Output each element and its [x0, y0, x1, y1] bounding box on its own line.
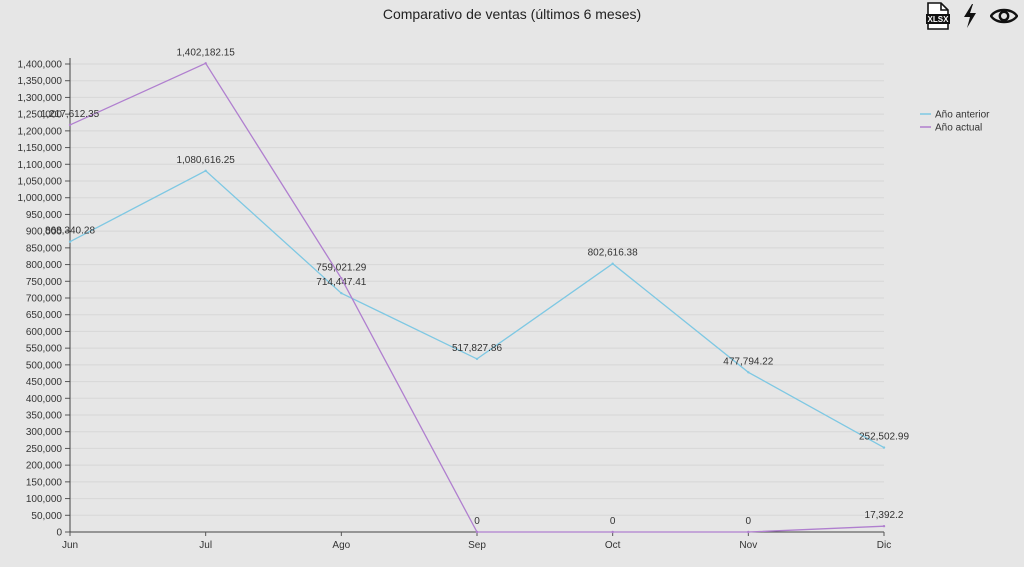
- data-label: 0: [746, 516, 752, 527]
- y-tick-label: 250,000: [26, 444, 63, 455]
- data-label: 477,794.22: [723, 356, 773, 367]
- y-tick-label: 1,350,000: [18, 76, 63, 87]
- data-point: [204, 169, 207, 172]
- y-tick-label: 150,000: [26, 477, 63, 488]
- x-tick-label: Nov: [739, 540, 757, 551]
- y-tick-label: 550,000: [26, 344, 63, 355]
- data-point: [882, 446, 886, 449]
- view-button[interactable]: [990, 6, 1018, 26]
- x-tick-label: Jun: [62, 540, 78, 551]
- y-tick-label: 1,200,000: [18, 126, 63, 137]
- data-point: [611, 262, 614, 265]
- y-tick-label: 1,050,000: [18, 177, 63, 188]
- y-tick-label: 1,000,000: [18, 193, 63, 204]
- y-tick-label: 650,000: [26, 310, 63, 321]
- y-tick-label: 100,000: [26, 494, 63, 505]
- y-tick-label: 500,000: [26, 360, 63, 371]
- y-tick-label: 1,150,000: [18, 143, 63, 154]
- data-point: [340, 277, 343, 280]
- y-tick-label: 0: [56, 528, 62, 539]
- x-tick-label: Jul: [199, 540, 212, 551]
- eye-icon: [990, 8, 1018, 24]
- x-tick-label: Sep: [468, 540, 486, 551]
- data-label: 0: [610, 516, 616, 527]
- y-tick-label: 50,000: [31, 511, 62, 522]
- y-tick-label: 300,000: [26, 427, 63, 438]
- y-tick-label: 350,000: [26, 411, 63, 422]
- xlsx-file-icon: XLSX: [926, 2, 950, 30]
- xlsx-export-button[interactable]: XLSX: [926, 2, 950, 30]
- data-point: [882, 524, 886, 528]
- chart-title: Comparativo de ventas (últimos 6 meses): [382, 6, 642, 22]
- data-point: [747, 530, 750, 534]
- y-tick-label: 200,000: [26, 461, 63, 472]
- x-tick-label: Dic: [877, 540, 891, 551]
- data-label: 759,021.29: [316, 262, 366, 273]
- quick-action-button[interactable]: [962, 3, 978, 29]
- y-tick-label: 700,000: [26, 294, 63, 305]
- data-point: [68, 240, 72, 243]
- y-tick-label: 800,000: [26, 260, 63, 271]
- y-tick-label: 1,300,000: [18, 93, 63, 104]
- y-tick-label: 1,400,000: [18, 60, 63, 71]
- y-tick-label: 450,000: [26, 377, 63, 388]
- x-tick-label: Oct: [605, 540, 621, 551]
- data-label: 17,392.2: [865, 510, 904, 521]
- data-label: 714,447.41: [316, 277, 366, 288]
- data-label: 0: [474, 516, 480, 527]
- y-tick-label: 950,000: [26, 210, 63, 221]
- y-tick-label: 400,000: [26, 394, 63, 405]
- y-tick-label: 1,100,000: [18, 160, 63, 171]
- data-point: [611, 530, 614, 534]
- chart-toolbar: XLSX: [926, 2, 1018, 30]
- data-label: 517,827.86: [452, 343, 502, 354]
- data-point: [68, 123, 72, 127]
- data-label: 252,502.99: [859, 432, 909, 443]
- data-label: 1,217,612.35: [41, 109, 100, 120]
- y-tick-label: 750,000: [26, 277, 63, 288]
- x-tick-label: Ago: [332, 540, 350, 551]
- data-label: 1,402,182.15: [176, 47, 235, 58]
- data-label: 1,080,616.25: [176, 155, 235, 166]
- y-tick-label: 850,000: [26, 243, 63, 254]
- y-tick-label: 600,000: [26, 327, 63, 338]
- data-point: [475, 357, 479, 361]
- y-tick-label: 900,000: [26, 227, 63, 238]
- data-point: [340, 291, 343, 295]
- legend-entry: Año actual: [935, 123, 982, 134]
- series-line-1: [69, 169, 885, 449]
- data-point: [475, 530, 479, 534]
- y-tick-label: 1,250,000: [18, 110, 63, 121]
- data-point: [747, 371, 750, 374]
- xlsx-icon-label: XLSX: [928, 15, 950, 24]
- legend-entry: Año anterior: [935, 110, 990, 121]
- lightning-icon: [964, 4, 976, 28]
- data-label: 802,616.38: [588, 248, 638, 259]
- data-point: [204, 62, 207, 65]
- data-label: 868,340.28: [45, 226, 95, 237]
